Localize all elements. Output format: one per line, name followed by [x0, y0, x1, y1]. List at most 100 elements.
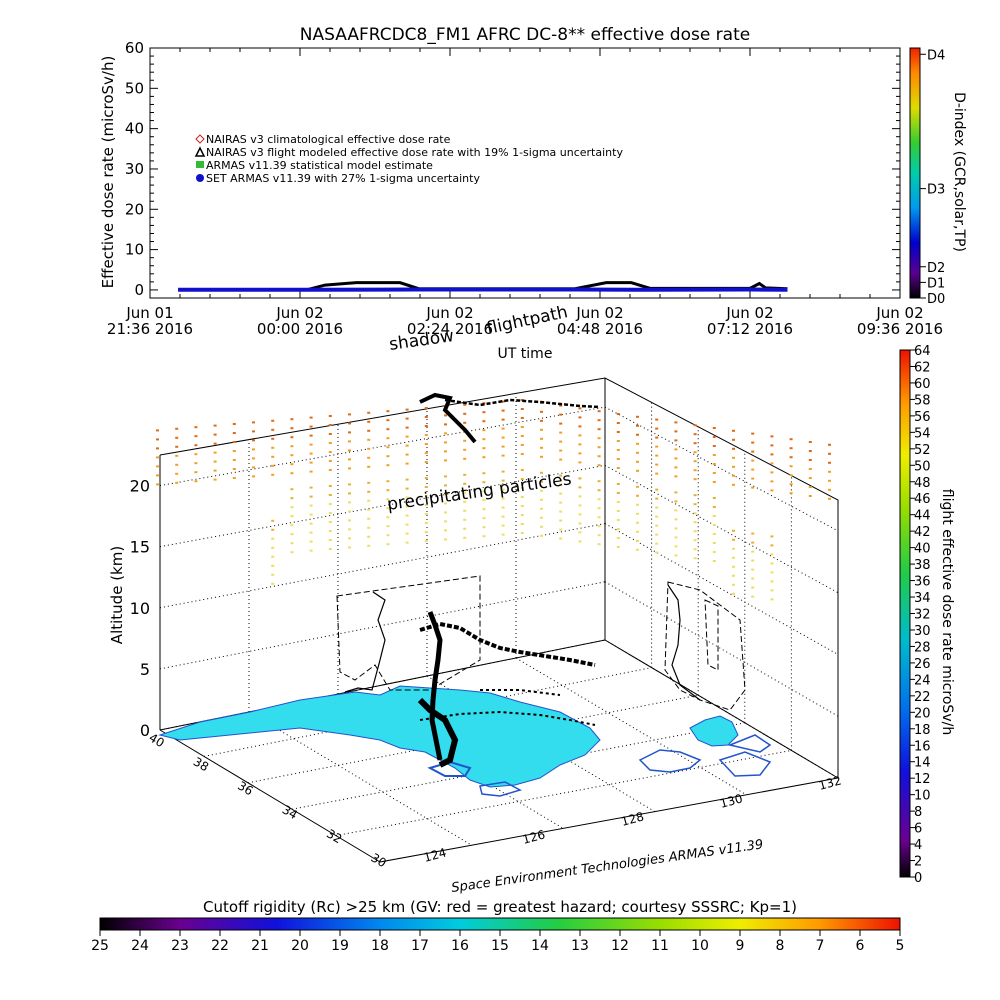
dose-tick-label: 0 — [914, 871, 922, 886]
longitude-tick-label: 130 — [718, 791, 744, 810]
x-tick-label-date: Jun 02 — [275, 304, 323, 322]
dose-tick-label: 44 — [914, 509, 931, 524]
latitude-tick-label: 32 — [324, 826, 344, 846]
cutoff-tick-label: 17 — [411, 938, 429, 954]
dose-tick-label: 60 — [914, 377, 931, 392]
dose-ticks: 0246810121416182022242628303234363840424… — [910, 344, 931, 886]
x-tick-label-date: Jun 02 — [875, 304, 923, 322]
altitude-3d-panel: 0 5 10 15 20 40 38 36 34 32 30 124 126 128 130 132 Al… — [108, 302, 843, 896]
series-layer — [178, 281, 788, 292]
dose-tick-label: 4 — [914, 838, 922, 853]
altitude-tick-label: 15 — [130, 538, 150, 557]
dindex-gradient — [909, 47, 921, 299]
legend-label: NAIRAS v3 flight modeled effective dose … — [206, 146, 623, 159]
dindex-tick-label: D1 — [927, 276, 945, 291]
box-frame — [159, 377, 839, 863]
dose-tick-label: 48 — [914, 476, 931, 491]
x-tick-label-date: Jun 02 — [725, 304, 773, 322]
longitude-ticks: 124 126 128 130 132 — [422, 773, 843, 864]
grid-side-wall-line — [604, 406, 839, 532]
dindex-tick-label: D3 — [927, 183, 945, 198]
cutoff-colorbar: Cutoff rigidity (Rc) >25 km (GV: red = g… — [91, 898, 904, 954]
altitude-ticks: 0 5 10 15 20 — [130, 477, 150, 740]
flight-track — [417, 392, 601, 768]
grid-back-wall-line — [159, 406, 606, 487]
shadow-projections — [336, 575, 746, 711]
altitude-tick-label: 10 — [130, 599, 150, 618]
altitude-axis-label: Altitude (km) — [108, 546, 126, 644]
dose-tick-label: 38 — [914, 558, 931, 573]
legend-label: NAIRAS v3 climatological effective dose … — [206, 133, 451, 146]
cutoff-tick-label: 23 — [171, 938, 189, 954]
cutoff-tick-label: 7 — [816, 938, 825, 954]
plot-frame — [149, 47, 901, 299]
cutoff-gradient — [99, 917, 901, 931]
latitude-tick-label: 34 — [280, 802, 300, 822]
grid-back-wall-line — [159, 523, 606, 609]
legend-label: SET ARMAS v11.39 with 27% 1-sigma uncert… — [206, 172, 480, 185]
dose-tick-label: 8 — [914, 805, 922, 820]
grid-floor-line — [291, 722, 745, 810]
x-tick-label-time: 09:36 2016 — [857, 320, 943, 338]
y-axis: 0 10 20 30 40 50 60 — [125, 39, 900, 299]
dose-tick-label: 24 — [914, 673, 931, 688]
longitude-tick-label: 126 — [521, 827, 547, 846]
cutoff-tick-label: 10 — [691, 938, 709, 954]
cutoff-tick-label: 18 — [371, 938, 389, 954]
precipitating-particles — [156, 399, 831, 601]
cutoff-tick-label: 24 — [131, 938, 149, 954]
dose-tick-label: 18 — [914, 723, 931, 738]
cutoff-tick-label: 21 — [251, 938, 269, 954]
dose-colorbar: 0246810121416182022242628303234363840424… — [899, 344, 955, 886]
dose-tick-label: 36 — [914, 575, 931, 590]
dose-label: flight effective dose rate microSv/h — [939, 489, 955, 735]
cutoff-tick-label: 9 — [736, 938, 745, 954]
latitude-tick-label: 40 — [147, 730, 167, 750]
grid-back-wall-line — [159, 464, 606, 548]
dose-tick-label: 20 — [914, 706, 931, 721]
dindex-tick-label: D0 — [927, 292, 945, 307]
dose-tick-label: 54 — [914, 426, 931, 441]
dose-tick-label: 40 — [914, 542, 931, 557]
y-tick-label: 10 — [125, 241, 144, 259]
cutoff-tick-label: 25 — [91, 938, 109, 954]
cutoff-tick-label: 22 — [211, 938, 229, 954]
altitude-tick-label: 0 — [140, 721, 150, 740]
y-tick-label: 40 — [125, 120, 144, 138]
dose-tick-label: 64 — [914, 344, 931, 359]
dose-tick-label: 30 — [914, 624, 931, 639]
dose-tick-label: 6 — [914, 822, 922, 837]
series-nairas-flight — [178, 281, 788, 292]
chart-title: NASAAFRCDC8_FM1 AFRC DC-8** effective do… — [300, 25, 750, 45]
x-tick-label-date: Jun 01 — [125, 304, 173, 322]
cutoff-tick-label: 11 — [651, 938, 669, 954]
x-axis-label: UT time — [498, 346, 553, 362]
dose-tick-label: 14 — [914, 756, 931, 771]
y-axis-label: Effective dose rate (microSv/h) — [99, 56, 117, 289]
cutoff-tick-label: 13 — [571, 938, 589, 954]
grid-lines — [159, 393, 839, 846]
grid-floor-line — [515, 657, 747, 796]
cutoff-tick-label: 16 — [451, 938, 469, 954]
cutoff-tick-label: 20 — [291, 938, 309, 954]
grid-back-wall-line — [159, 581, 606, 670]
dose-tick-label: 62 — [914, 360, 931, 375]
cutoff-tick-label: 14 — [531, 938, 549, 954]
longitude-tick-label: 124 — [422, 845, 448, 864]
dose-tick-label: 22 — [914, 690, 931, 705]
shikoku-contour — [727, 734, 772, 753]
japan-landmass — [689, 715, 739, 747]
altitude-tick-label: 20 — [130, 477, 150, 496]
longitude-tick-label: 128 — [620, 809, 646, 828]
dose-tick-label: 12 — [914, 772, 931, 787]
dose-tick-label: 10 — [914, 789, 931, 804]
credit-text: Space Environment Technologies ARMAS v11… — [450, 837, 764, 896]
dose-gradient — [899, 349, 911, 878]
longitude-tick-label: 132 — [817, 773, 843, 792]
grid-side-wall-line — [604, 464, 839, 594]
y-tick-label: 0 — [134, 281, 144, 299]
